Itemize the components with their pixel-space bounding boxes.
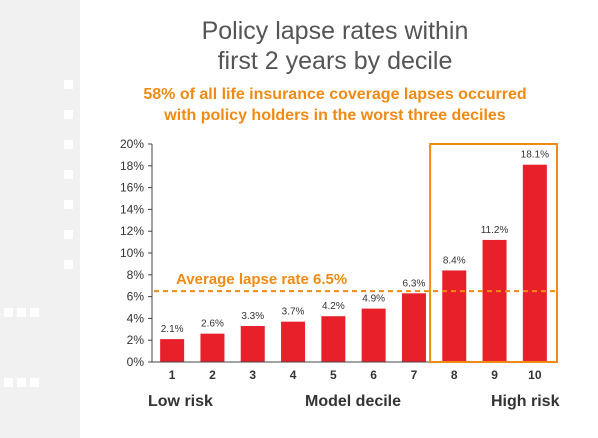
worst-deciles-highlight-box [429, 143, 559, 363]
bar [321, 316, 346, 362]
model-decile-label: Model decile [305, 393, 402, 410]
bar-value-label: 6.3% [403, 278, 426, 289]
y-tick-label: 16% [120, 181, 144, 195]
y-tick-label: 6% [127, 290, 145, 304]
low-risk-label: Low risk [148, 393, 213, 410]
x-tick-label: 8 [451, 368, 458, 382]
x-tick-label: 1 [169, 368, 176, 382]
bar-value-label: 3.3% [241, 311, 264, 322]
bar [522, 164, 547, 362]
bar [281, 321, 306, 362]
bar-value-label: 2.6% [201, 319, 224, 330]
x-tick-label: 10 [528, 368, 542, 382]
bar [160, 339, 185, 362]
y-tick-label: 10% [120, 246, 144, 260]
chart-title-line-2: first 2 years by decile [217, 47, 453, 75]
y-tick-label: 14% [120, 202, 144, 216]
x-tick-label: 3 [249, 368, 256, 382]
bar [442, 270, 467, 362]
bar [200, 333, 225, 362]
chart-title-line-1: Policy lapse rates within [201, 17, 469, 45]
bar-value-label: 11.2% [481, 225, 509, 236]
bar [240, 326, 265, 362]
bar-value-label: 3.7% [282, 307, 305, 318]
x-tick-label: 6 [370, 368, 377, 382]
y-tick-label: 18% [120, 159, 144, 173]
bar [401, 293, 426, 362]
chart-subtitle-line-2: with policy holders in the worst three d… [164, 107, 506, 124]
x-tick-label: 5 [330, 368, 337, 382]
y-tick-label: 20% [120, 137, 144, 151]
x-tick-label: 7 [411, 368, 418, 382]
chart-subtitle-line-1: 58% of all life insurance coverage lapse… [143, 86, 527, 103]
x-tick-label: 9 [491, 368, 498, 382]
bar [361, 308, 386, 362]
bar-value-label: 4.9% [362, 294, 385, 305]
high-risk-label: High risk [491, 393, 560, 410]
y-tick-label: 4% [127, 311, 145, 325]
y-tick-label: 0% [127, 355, 145, 369]
bar-value-label: 8.4% [443, 255, 466, 266]
y-tick-label: 8% [127, 268, 145, 282]
x-tick-label: 4 [290, 368, 297, 382]
bar [482, 239, 507, 362]
average-line-label: Average lapse rate 6.5% [176, 271, 347, 288]
y-tick-label: 12% [120, 224, 144, 238]
bar-value-label: 4.2% [322, 301, 345, 312]
x-tick-label: 2 [209, 368, 216, 382]
y-tick-label: 2% [127, 333, 145, 347]
bar-value-label: 18.1% [521, 150, 549, 161]
bar-value-label: 2.1% [161, 324, 184, 335]
